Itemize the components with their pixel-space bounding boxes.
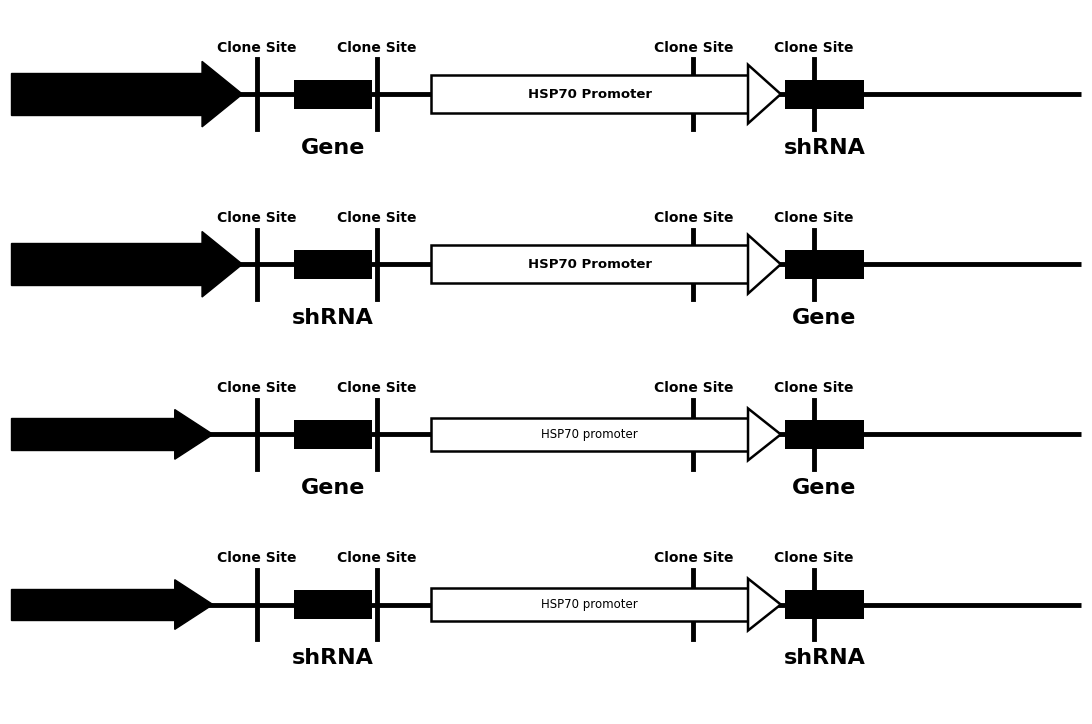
FancyBboxPatch shape — [785, 80, 864, 109]
FancyBboxPatch shape — [785, 420, 864, 449]
Text: shRNA: shRNA — [293, 308, 373, 328]
Text: Clone Site: Clone Site — [217, 382, 296, 395]
Text: Gene: Gene — [301, 138, 365, 158]
Polygon shape — [11, 73, 202, 115]
Text: Clone Site: Clone Site — [654, 211, 733, 225]
Text: Gene: Gene — [793, 478, 856, 498]
Text: Clone Site: Clone Site — [654, 41, 733, 55]
Text: Clone Site: Clone Site — [774, 211, 853, 225]
Text: HSP70 Promoter: HSP70 Promoter — [527, 88, 652, 101]
Text: HSP70 promoter: HSP70 promoter — [542, 598, 638, 611]
FancyBboxPatch shape — [294, 80, 372, 109]
Polygon shape — [202, 62, 242, 127]
Text: Gene: Gene — [793, 308, 856, 328]
Polygon shape — [175, 410, 213, 459]
Polygon shape — [11, 418, 175, 450]
Polygon shape — [431, 75, 748, 113]
Text: Clone Site: Clone Site — [217, 552, 296, 565]
Text: Clone Site: Clone Site — [337, 211, 416, 225]
Text: Clone Site: Clone Site — [217, 211, 296, 225]
Text: Clone Site: Clone Site — [337, 382, 416, 395]
Text: Clone Site: Clone Site — [774, 552, 853, 565]
Polygon shape — [431, 418, 748, 451]
Text: Clone Site: Clone Site — [217, 41, 296, 55]
Text: Clone Site: Clone Site — [774, 382, 853, 395]
Text: HSP70 promoter: HSP70 promoter — [542, 428, 638, 441]
Polygon shape — [748, 408, 781, 460]
Polygon shape — [11, 589, 175, 620]
FancyBboxPatch shape — [785, 250, 864, 279]
FancyBboxPatch shape — [294, 420, 372, 449]
Text: Clone Site: Clone Site — [654, 382, 733, 395]
FancyBboxPatch shape — [785, 590, 864, 619]
Polygon shape — [431, 588, 748, 621]
Polygon shape — [748, 578, 781, 631]
Text: Clone Site: Clone Site — [774, 41, 853, 55]
Text: shRNA: shRNA — [293, 648, 373, 668]
Polygon shape — [175, 580, 213, 629]
Text: HSP70 Promoter: HSP70 Promoter — [527, 258, 652, 271]
FancyBboxPatch shape — [294, 590, 372, 619]
FancyBboxPatch shape — [294, 250, 372, 279]
Text: Clone Site: Clone Site — [337, 41, 416, 55]
Text: shRNA: shRNA — [784, 138, 865, 158]
Text: Clone Site: Clone Site — [337, 552, 416, 565]
Text: Gene: Gene — [301, 478, 365, 498]
Text: Clone Site: Clone Site — [654, 552, 733, 565]
Text: shRNA: shRNA — [784, 648, 865, 668]
Polygon shape — [202, 232, 242, 297]
Polygon shape — [748, 235, 781, 294]
Polygon shape — [748, 64, 781, 124]
Polygon shape — [431, 245, 748, 283]
Polygon shape — [11, 243, 202, 285]
